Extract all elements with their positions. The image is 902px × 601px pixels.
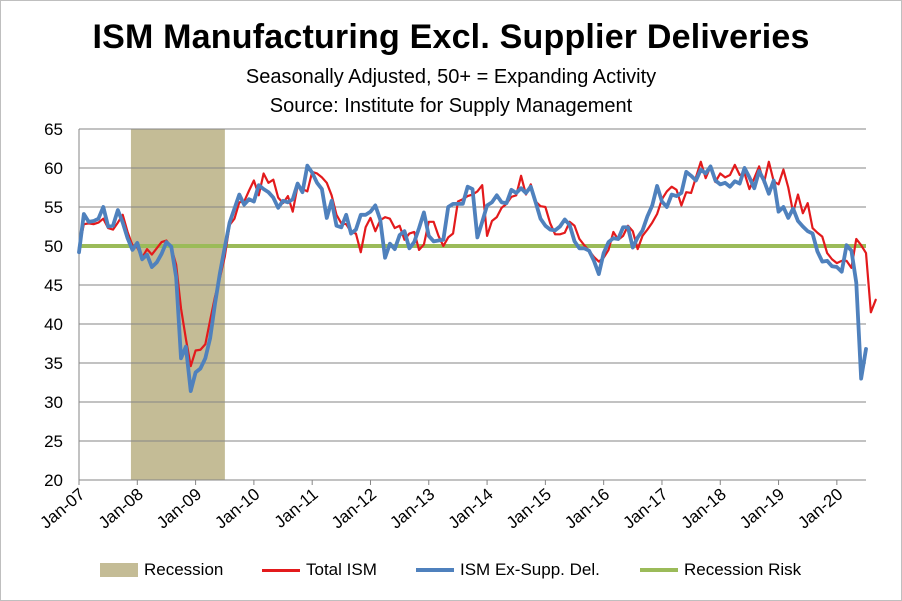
chart-title: ISM Manufacturing Excl. Supplier Deliver… — [92, 18, 810, 56]
chart-source: Source: Institute for Supply Management — [269, 95, 633, 117]
x-tick-label: Jan-12 — [328, 485, 380, 533]
y-tick-label: 65 — [44, 120, 63, 139]
series-line-ex-supp — [77, 163, 868, 393]
series-layer — [77, 160, 877, 393]
legend-item-total-ism: Total ISM — [262, 558, 377, 582]
legend-label-recession: Recession — [144, 560, 224, 579]
chart-subtitle: Seasonally Adjusted, 50+ = Expanding Act… — [245, 66, 657, 88]
legend-swatch-ex-supp — [416, 568, 454, 572]
y-tick-label: 55 — [44, 198, 63, 217]
y-tick-label: 20 — [44, 471, 63, 490]
y-tick-label: 35 — [44, 354, 63, 373]
legend-item-recession-risk: Recession Risk — [640, 558, 801, 582]
x-tick-label: Jan-10 — [211, 485, 263, 533]
x-tick-label: Jan-18 — [678, 485, 730, 533]
x-tick-label: Jan-07 — [37, 485, 89, 533]
x-tick-label: Jan-11 — [271, 485, 322, 532]
x-tick-labels: Jan-07 Jan-08 Jan-09 Jan-10 Jan-11 Jan-12 Jan-… — [37, 485, 847, 533]
legend-item-ex-supp: ISM Ex-Supp. Del. — [416, 558, 600, 582]
y-tick-label: 60 — [44, 159, 63, 178]
x-tick-label: Jan-15 — [503, 485, 555, 533]
y-tick-label: 40 — [44, 315, 63, 334]
x-tick-label: Jan-16 — [561, 485, 613, 533]
y-tick-label: 25 — [44, 432, 63, 451]
legend-label-recession-risk: Recession Risk — [684, 560, 802, 579]
axes — [78, 129, 866, 485]
x-tick-label: Jan-20 — [794, 485, 846, 533]
x-tick-label: Jan-08 — [95, 485, 147, 533]
x-tick-label: Jan-09 — [153, 485, 205, 533]
x-tick-label: Jan-19 — [736, 485, 788, 533]
legend-swatch-recession-risk — [640, 568, 678, 572]
legend-swatch-total-ism — [262, 568, 300, 572]
y-tick-label: 50 — [44, 237, 63, 256]
y-tick-label: 45 — [44, 276, 63, 295]
legend-swatch-recession — [100, 563, 138, 577]
x-tick-label: Jan-17 — [619, 485, 671, 533]
x-tick-label: Jan-13 — [386, 485, 438, 533]
legend-item-recession: Recession — [100, 558, 223, 582]
x-tick-label: Jan-14 — [445, 485, 497, 533]
legend-label-total-ism: Total ISM — [306, 560, 377, 579]
legend: Recession Total ISM ISM Ex-Supp. Del. Re… — [0, 558, 902, 582]
y-tick-label: 30 — [44, 393, 63, 412]
legend-label-ex-supp: ISM Ex-Supp. Del. — [460, 560, 600, 579]
y-tick-labels: 20 25 30 35 40 45 50 55 60 65 — [44, 120, 63, 490]
